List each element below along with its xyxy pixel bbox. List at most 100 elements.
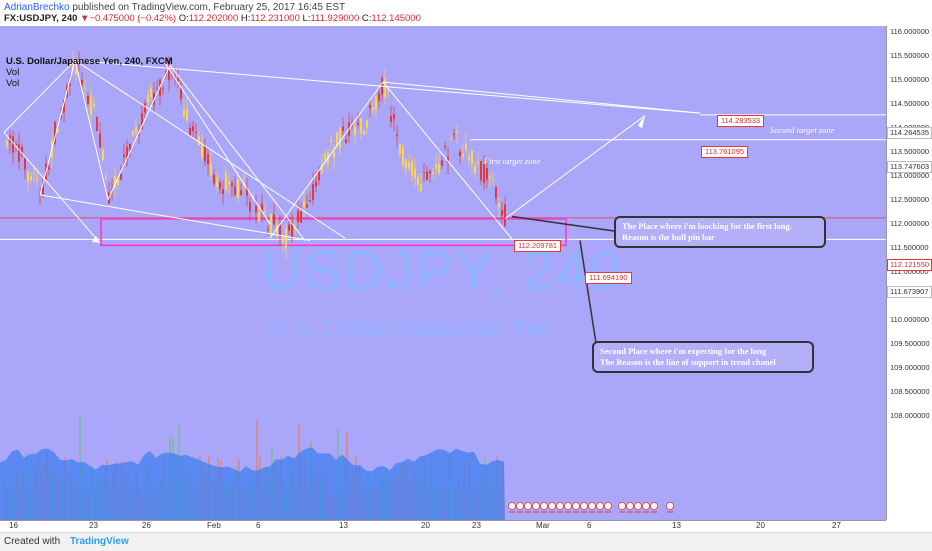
candle-body [312, 184, 314, 201]
candle-body [192, 125, 194, 132]
time-tick-label: Feb [207, 521, 221, 530]
candle-body [33, 171, 35, 173]
candle-body [168, 59, 170, 81]
callout-pointer-2 [579, 240, 599, 357]
price-axis[interactable] [886, 26, 932, 520]
time-tick-label: 23 [472, 521, 481, 530]
legend-volume-1[interactable]: Vol [6, 67, 20, 78]
trend-line [269, 81, 384, 239]
author-link[interactable]: AdrianBrechko [4, 2, 70, 13]
open-label: O: [178, 13, 189, 24]
candle-body [345, 139, 347, 143]
time-tick-label: Mar [536, 521, 550, 530]
event-flag [508, 502, 516, 510]
candle-body [195, 131, 197, 133]
trend-line [39, 194, 311, 242]
price-tick-label: 108.000000 [890, 410, 930, 420]
trend-line [39, 60, 76, 195]
trend-line [107, 64, 171, 200]
candle-body [24, 158, 26, 170]
candle-body [201, 143, 203, 157]
candle-body [186, 108, 188, 121]
time-tick-label: 16 [9, 521, 18, 530]
chart-svg [0, 51, 886, 520]
candle-body [84, 88, 86, 90]
candle-body [138, 133, 140, 136]
price-marker-last: 112.121550 [887, 259, 932, 271]
event-flag [666, 502, 674, 510]
time-tick-label: 26 [142, 521, 151, 530]
candle-body [288, 224, 290, 231]
event-flag [604, 502, 612, 510]
callout-first-long: The Place where i'm loocking for the fir… [614, 216, 826, 248]
candle-body [504, 204, 506, 227]
candle-body [264, 211, 266, 213]
candle-body [399, 144, 401, 154]
event-flag [572, 502, 580, 510]
chart-plot-area[interactable]: USDJPY, 240 U.S. Dollar/Japanese Yen U.S… [0, 26, 886, 520]
candle-body [474, 166, 476, 174]
candle-body [303, 200, 305, 208]
footer-created-text: Created with [4, 536, 61, 547]
candle-body [444, 145, 446, 147]
event-flag [532, 502, 540, 510]
candle-body [393, 114, 395, 120]
candle-body [156, 87, 158, 89]
candle-body [432, 171, 434, 174]
candle-body [291, 221, 293, 238]
candle-body [369, 104, 371, 108]
candle-body [261, 203, 263, 212]
candle-body [81, 79, 83, 85]
candle-body [426, 171, 428, 180]
candle-body [48, 167, 50, 170]
candle-body [102, 149, 104, 160]
price-tick-label: 111.000000 [890, 266, 929, 276]
candle-body [15, 144, 17, 146]
candle-body [405, 159, 407, 169]
candle-body [453, 133, 455, 136]
candle-body [270, 214, 272, 234]
time-tick-label: 27 [832, 521, 841, 530]
candle-body [279, 224, 281, 237]
event-flag [650, 502, 658, 510]
candle-body [324, 153, 326, 160]
candle-body [12, 136, 14, 153]
candle-body [480, 161, 482, 181]
candle-body [273, 214, 275, 225]
candle-body [276, 224, 278, 236]
candle-body [213, 174, 215, 184]
candle-body [429, 170, 431, 174]
legend-title[interactable]: U.S. Dollar/Japanese Yen, 240, FXCM [6, 56, 173, 67]
candle-body [144, 103, 146, 113]
candle-body [465, 144, 467, 150]
candle-body [183, 110, 185, 117]
callout-second-line1: Second Place where i'm expecting for the… [600, 346, 767, 356]
candle-body [87, 95, 89, 104]
candle-body [441, 160, 443, 166]
candle-body [234, 186, 236, 196]
tradingview-logo[interactable]: TradingView [70, 536, 129, 547]
price-tick-label: 110.000000 [890, 314, 930, 324]
event-flag [564, 502, 572, 510]
low-label: L: [302, 13, 311, 24]
candle-body [450, 138, 452, 140]
high-label: H: [240, 13, 251, 24]
trend-line [74, 59, 346, 239]
candle-body [57, 129, 59, 133]
candle-body [36, 177, 38, 180]
candle-body [60, 115, 62, 119]
time-axis[interactable] [0, 520, 886, 533]
price-tick-label: 116.000000 [890, 26, 930, 36]
callout-second-long: Second Place where i'm expecting for the… [592, 341, 814, 373]
candle-body [489, 175, 491, 178]
event-flag [524, 502, 532, 510]
low-value: 111.929000 [310, 13, 360, 24]
candle-body [408, 162, 410, 169]
candle-body [54, 122, 56, 144]
event-flag [596, 502, 604, 510]
price-box-114-28: 114.283533 [717, 115, 765, 127]
candle-body [42, 180, 44, 195]
trend-line [3, 132, 101, 244]
legend-volume-2[interactable]: Vol [6, 78, 20, 89]
candle-body [99, 133, 101, 148]
